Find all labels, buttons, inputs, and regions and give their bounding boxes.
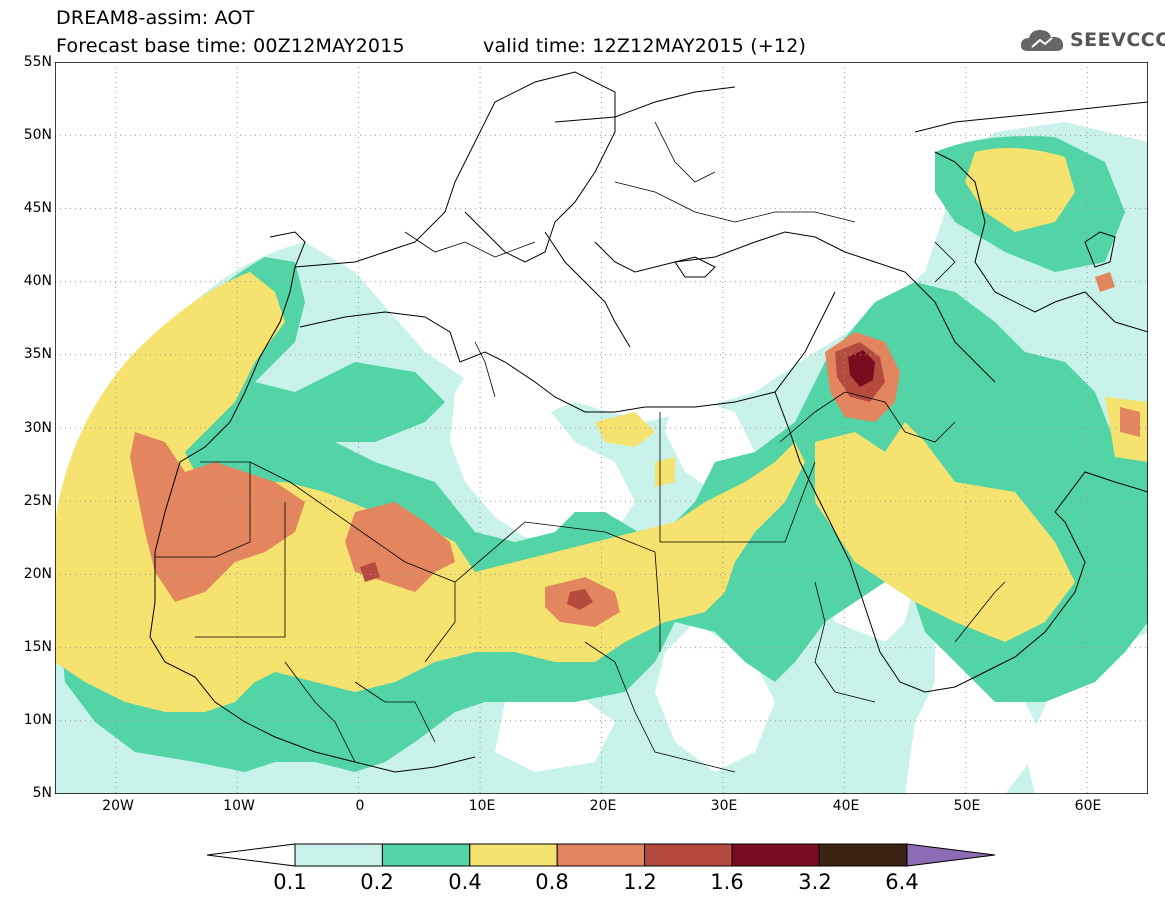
colorbar-label: 1.6 <box>710 870 744 894</box>
base-time-label: Forecast base time: 00Z12MAY2015 <box>56 35 405 57</box>
lon-tick-label: 0 <box>355 798 365 814</box>
colorbar-swatch <box>556 843 646 867</box>
aot-map <box>55 62 1148 794</box>
chart-title: DREAM8-assim: AOT <box>56 7 255 29</box>
country-borders <box>155 121 1006 773</box>
colorbar-label: 0.8 <box>535 870 569 894</box>
lat-tick-label: 10N <box>23 712 52 728</box>
logo-text: SEEVCCC <box>1070 29 1165 51</box>
colorbar-label: 3.2 <box>798 870 832 894</box>
lat-tick-label: 45N <box>23 200 52 216</box>
lon-tick-label: 30E <box>710 798 738 814</box>
colorbar-label: 6.4 <box>885 870 919 894</box>
lat-tick-label: 5N <box>32 785 52 801</box>
lon-tick-label: 50E <box>953 798 981 814</box>
lat-tick-label: 50N <box>23 127 52 143</box>
colorbar-under-arrow <box>206 843 296 867</box>
seevccc-logo: SEEVCCC <box>1018 25 1165 55</box>
valid-time-label: valid time: 12Z12MAY2015 (+12) <box>483 35 807 57</box>
lat-tick-label: 35N <box>23 346 52 362</box>
colorbar-swatch <box>731 843 820 867</box>
lon-tick-label: 20E <box>589 798 617 814</box>
lon-tick-label: 60E <box>1074 798 1102 814</box>
lat-tick-label: 25N <box>23 493 52 509</box>
lat-tick-label: 30N <box>23 420 52 436</box>
lon-tick-label: 10E <box>468 798 496 814</box>
lon-tick-label: 10W <box>223 798 255 814</box>
cloud-icon <box>1020 30 1064 51</box>
lon-tick-label: 40E <box>832 798 860 814</box>
lat-tick-label: 20N <box>23 566 52 582</box>
colorbar-swatch <box>381 843 471 867</box>
colorbar-swatch <box>818 843 908 867</box>
colorbar-label: 0.2 <box>360 870 394 894</box>
graticule <box>55 62 1148 794</box>
coastlines <box>149 71 1148 773</box>
colorbar-over-arrow <box>906 843 996 867</box>
lat-tick-label: 55N <box>23 54 52 70</box>
lon-tick-label: 20W <box>102 798 134 814</box>
colorbar-swatch <box>469 843 558 867</box>
colorbar-swatch <box>294 843 383 867</box>
colorbar <box>206 843 996 867</box>
aot-field-1.6 <box>848 350 875 387</box>
colorbar-label: 1.2 <box>623 870 657 894</box>
lat-tick-label: 15N <box>23 639 52 655</box>
colorbar-swatch <box>644 843 733 867</box>
lat-tick-label: 40N <box>23 273 52 289</box>
colorbar-label: 0.4 <box>448 870 482 894</box>
colorbar-label: 0.1 <box>273 870 307 894</box>
